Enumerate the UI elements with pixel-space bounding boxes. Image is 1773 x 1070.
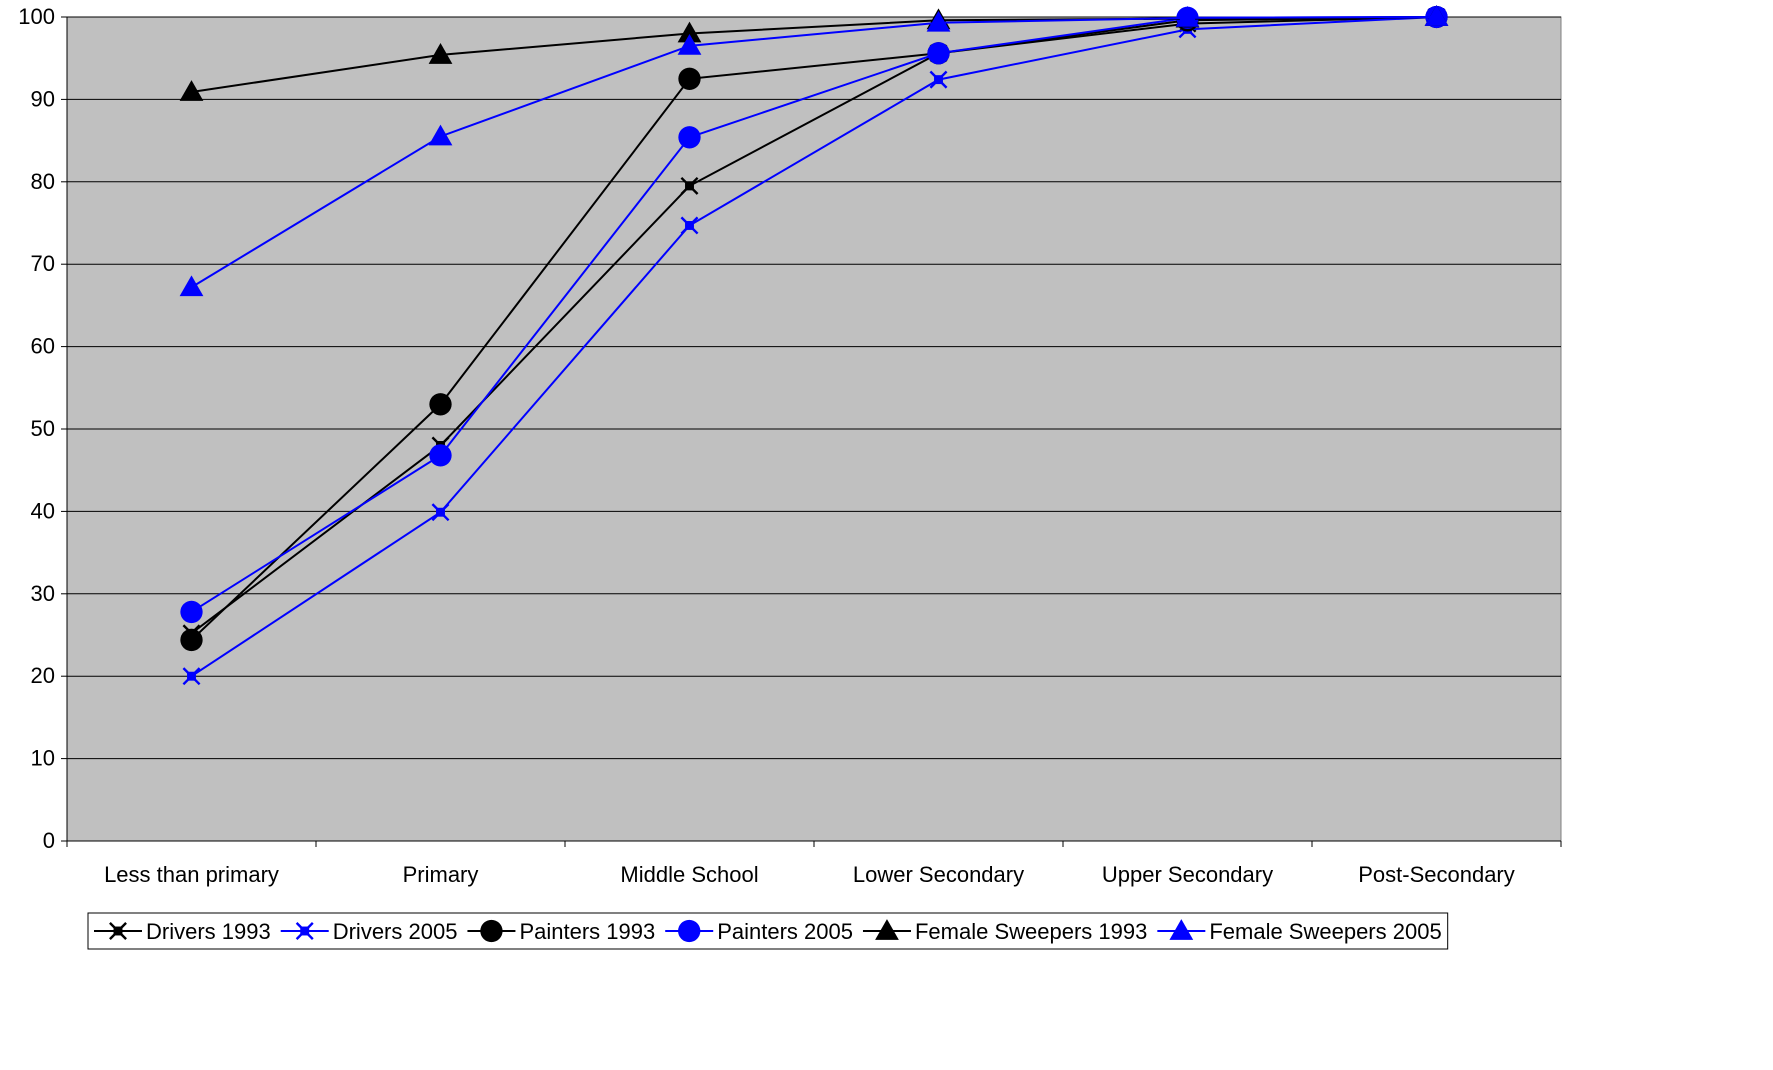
data-point [429, 444, 452, 467]
data-point [677, 21, 702, 43]
y-tick-label: 50 [31, 416, 55, 441]
y-tick-label: 80 [31, 169, 55, 194]
data-point [480, 919, 503, 943]
legend-item: Female Sweepers 2005 [1157, 919, 1442, 944]
data-point [927, 42, 950, 65]
data-point [875, 919, 899, 940]
legend: Drivers 1993 Drivers 2005 Painters 1993 Pai… [87, 912, 1449, 950]
data-point [428, 124, 453, 146]
data-point [109, 922, 127, 940]
x-tick-label: Less than primary [104, 862, 279, 887]
legend-label: Drivers 2005 [333, 919, 458, 944]
data-point [926, 10, 951, 32]
x-axis: Less than primary Primary Middle School Low… [66, 840, 1562, 887]
data-point [929, 70, 948, 89]
gridlines [67, 16, 1561, 760]
y-tick-label: 10 [31, 746, 55, 771]
x-tick-label: Post-Secondary [1358, 862, 1515, 887]
y-tick-label: 60 [31, 334, 55, 359]
y-tick-label: 20 [31, 663, 55, 688]
data-point [182, 667, 201, 686]
data-point [428, 43, 453, 64]
y-tick-label: 90 [31, 86, 55, 111]
series-female-sweepers-2005 [179, 5, 1449, 297]
series-line [190, 16, 1437, 641]
legend-label: Drivers 1993 [146, 919, 271, 944]
data-point [677, 33, 702, 55]
data-point [180, 628, 203, 652]
data-point [1175, 5, 1200, 27]
legend-item: Drivers 1993 [94, 919, 271, 944]
data-point [680, 176, 699, 195]
legend-label: Female Sweepers 2005 [1209, 919, 1441, 944]
y-axis: 0 10 20 30 40 50 60 70 80 90 100 [18, 4, 68, 853]
y-tick-label: 30 [31, 581, 55, 606]
legend-item: Painters 2005 [665, 919, 853, 944]
data-point [295, 922, 314, 940]
data-point [431, 503, 450, 522]
series-line [190, 16, 1437, 678]
legend-label: Painters 2005 [717, 919, 853, 944]
legend-item: Female Sweepers 1993 [862, 919, 1147, 944]
legend-item: Drivers 2005 [280, 919, 458, 944]
data-point [678, 126, 701, 149]
data-point [179, 80, 204, 101]
legend-label: Female Sweepers 1993 [915, 919, 1147, 944]
data-point [180, 600, 203, 624]
data-point [1424, 5, 1449, 26]
series-line [190, 16, 1437, 289]
x-tick-label: Middle School [620, 862, 758, 887]
x-tick-label: Primary [403, 862, 479, 887]
series-group [179, 5, 1449, 686]
data-point [429, 393, 452, 416]
data-point [179, 275, 204, 297]
x-tick-label: Lower Secondary [853, 862, 1024, 887]
y-tick-label: 0 [43, 828, 55, 853]
legend-item: Painters 1993 [467, 919, 655, 944]
data-point [678, 919, 701, 943]
y-tick-label: 40 [31, 498, 55, 523]
data-point [678, 67, 701, 90]
legend-label: Painters 1993 [519, 919, 655, 944]
data-point [680, 216, 699, 235]
y-tick-label: 100 [18, 4, 55, 29]
data-point [1169, 919, 1194, 940]
x-tick-label: Upper Secondary [1102, 862, 1273, 887]
y-tick-label: 70 [31, 251, 55, 276]
series-line [190, 16, 1437, 635]
